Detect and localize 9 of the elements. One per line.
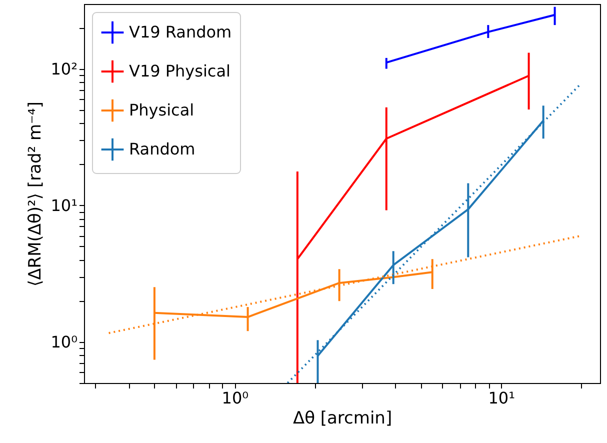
y-axis-title: ⟨ΔRM(Δθ)²⟩ [rad² m⁻⁴]	[26, 102, 46, 286]
legend-label: Physical	[129, 100, 194, 120]
y-tick-label: 10¹	[50, 196, 78, 215]
legend-label: V19 Physical	[129, 62, 230, 80]
y-tick-label: 10⁰	[50, 332, 78, 352]
legend-label: Random	[129, 140, 196, 158]
x-axis-title: Δθ [arcmin]	[292, 408, 392, 428]
y-tick-label: 10²	[50, 59, 78, 78]
legend-label: V19 Random	[129, 22, 232, 42]
